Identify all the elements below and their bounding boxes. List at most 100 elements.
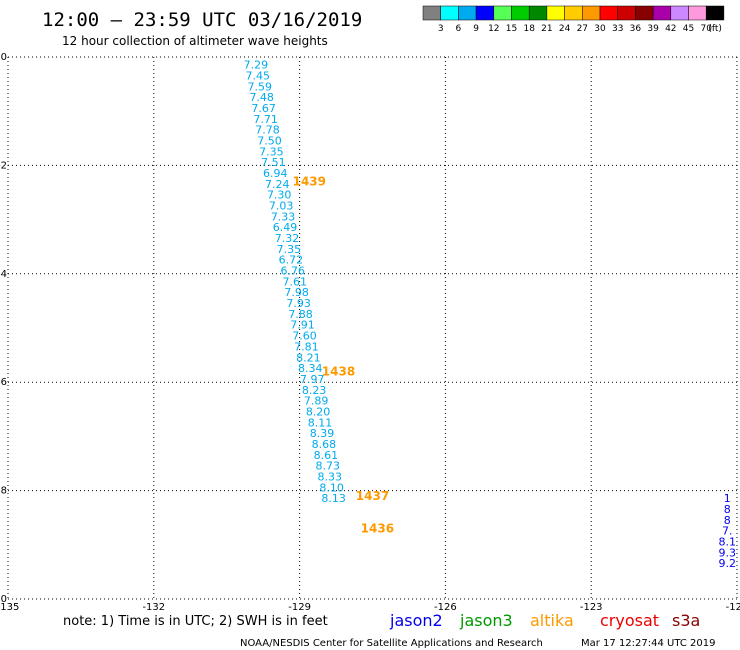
- legend-label: 30: [594, 24, 606, 34]
- swh-value: 8.20: [306, 405, 331, 418]
- footer-note: note: 1) Time is in UTC; 2) SWH is in fe…: [63, 614, 328, 629]
- legend-swatch: [422, 5, 441, 21]
- legend-unit: (ft): [708, 24, 722, 34]
- legend-swatch: [599, 5, 618, 21]
- legend-label: 33: [612, 24, 623, 34]
- swh-value: 7.51: [261, 156, 286, 169]
- pass-hour-label: 1438: [322, 364, 355, 378]
- legend-label: 9: [473, 24, 479, 34]
- x-tick-label: -129: [288, 602, 311, 613]
- legend-label: 39: [647, 24, 659, 34]
- swh-value: 6.94: [263, 167, 288, 180]
- swh-value: 7.45: [246, 69, 271, 82]
- swh-value: 7.93: [286, 297, 311, 310]
- legend-swatch: [440, 5, 459, 21]
- swh-value: 7.: [722, 525, 733, 538]
- swh-value: 8: [724, 514, 731, 527]
- legend-label: 27: [577, 24, 588, 34]
- footer-timestamp: Mar 17 12:27:44 UTC 2019: [581, 638, 716, 649]
- swh-value: 8: [724, 503, 731, 516]
- mission-altika: altika: [530, 611, 574, 630]
- swh-value: 8.34: [298, 362, 323, 375]
- swh-value: 7.81: [294, 340, 319, 353]
- swh-value: 8.10: [319, 481, 344, 494]
- mission-cryosat: cryosat: [600, 611, 659, 630]
- legend-label: 70: [700, 24, 712, 34]
- swh-value: 7.35: [277, 243, 302, 256]
- mission-jason2: jason2: [389, 611, 443, 630]
- swh-value: 7.89: [304, 395, 329, 408]
- legend-label: 3: [438, 24, 444, 34]
- data-marks: 7.297.457.597.487.677.717.787.507.357.51…: [244, 59, 736, 571]
- legend-swatch: [458, 5, 477, 21]
- swh-value: 7.61: [282, 275, 307, 288]
- x-tick-label: -132: [142, 602, 165, 613]
- pass-hour-label: 1437: [356, 489, 389, 503]
- y-tick-label: -6: [0, 377, 7, 388]
- y-axis-ticks: 0 -2 -4 -6 -8 -10: [0, 52, 7, 605]
- y-tick-label: -2: [0, 160, 7, 171]
- chart-subtitle: 12 hour collection of altimeter wave hei…: [62, 34, 328, 48]
- legend-label: 36: [630, 24, 642, 34]
- legend-label: 6: [456, 24, 462, 34]
- legend-swatch: [528, 5, 548, 21]
- legend-swatch: [564, 5, 583, 21]
- legend-label: 42: [665, 24, 676, 34]
- swh-value: 9.3: [719, 546, 737, 559]
- swh-value: 7.78: [255, 124, 280, 137]
- swh-value: 7.32: [275, 232, 300, 245]
- swh-value: 8.61: [314, 449, 339, 462]
- legend-swatch: [617, 5, 636, 21]
- legend-label: 15: [506, 24, 517, 34]
- y-tick-label: -4: [0, 269, 7, 280]
- x-tick-label: -126: [434, 602, 457, 613]
- swh-value: 8.23: [302, 384, 327, 397]
- swh-value: 7.88: [288, 308, 313, 321]
- pass-hour-labels: 1439 1438 1437 1436: [293, 175, 394, 536]
- legend-label: 24: [559, 24, 571, 34]
- swh-value: 7.97: [300, 373, 325, 386]
- swh-value: 8.73: [316, 460, 341, 473]
- swh-value: 7.24: [265, 178, 290, 191]
- legend-swatch: [493, 5, 512, 21]
- legend-swatch: [475, 5, 495, 21]
- y-tick-label: 0: [1, 52, 7, 63]
- chart-title: 12:00 – 23:59 UTC 03/16/2019: [42, 9, 362, 31]
- swh-value: 8.11: [308, 416, 333, 429]
- swh-value: 8.68: [312, 438, 337, 451]
- swh-value: 8.13: [321, 492, 346, 505]
- y-tick-label: -10: [0, 594, 7, 605]
- legend-label: 45: [683, 24, 694, 34]
- swh-value: 7.67: [251, 102, 276, 115]
- swh-value: 7.30: [267, 189, 292, 202]
- swh-value: 7.03: [269, 200, 294, 213]
- footer-credit: NOAA/NESDIS Center for Satellite Applica…: [240, 638, 543, 649]
- plot-grid: [7, 56, 738, 600]
- color-legend: 3 6 9 12 15 18 21 24 27 30 33 36 39 42 45 70(ft): [422, 5, 725, 34]
- swh-value: 6.49: [273, 221, 298, 234]
- x-axis-ticks: -135 -132 -129 -126 -123 -120: [0, 602, 740, 613]
- x-tick-label: -123: [580, 602, 603, 613]
- swh-value: 7.98: [284, 286, 309, 299]
- legend-swatch: [670, 5, 689, 21]
- legend-swatch: [705, 5, 725, 21]
- swh-value: 7.59: [247, 80, 272, 93]
- swh-value: 9.2: [719, 557, 737, 570]
- pass-hour-label: 1436: [361, 522, 394, 536]
- x-tick-label: -120: [726, 602, 740, 613]
- swh-value: 8.33: [317, 471, 342, 484]
- swh-value: 7.91: [290, 319, 315, 332]
- swh-value: 1: [724, 492, 731, 505]
- legend-swatch: [688, 5, 707, 21]
- legend-swatch: [546, 5, 565, 21]
- swh-value: 8.1: [719, 536, 737, 549]
- legend-swatch: [511, 5, 530, 21]
- swh-value: 7.50: [257, 134, 282, 147]
- swh-value: 7.60: [292, 330, 317, 343]
- swh-value: 7.35: [259, 145, 284, 158]
- swh-value: 8.39: [310, 427, 335, 440]
- swh-value: 7.33: [271, 210, 296, 223]
- legend-label: 21: [541, 24, 552, 34]
- swh-value: 6.76: [281, 265, 306, 278]
